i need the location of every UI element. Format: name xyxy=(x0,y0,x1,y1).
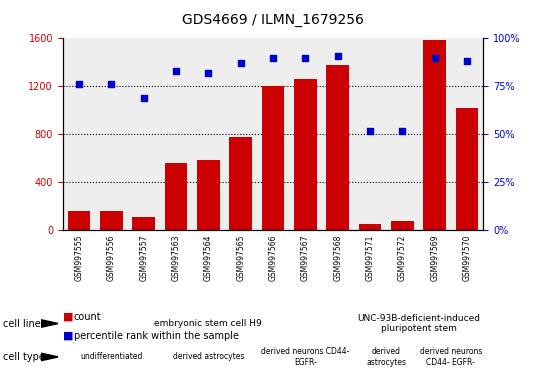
Text: derived
astrocytes: derived astrocytes xyxy=(366,347,406,367)
Bar xyxy=(423,40,446,230)
Text: UNC-93B-deficient-induced
pluripotent stem: UNC-93B-deficient-induced pluripotent st… xyxy=(357,314,480,333)
Polygon shape xyxy=(41,320,58,327)
Point xyxy=(301,55,310,61)
Point xyxy=(366,127,375,134)
Text: GSM997555: GSM997555 xyxy=(74,234,84,281)
Text: derived astrocytes: derived astrocytes xyxy=(173,353,244,361)
Text: ■: ■ xyxy=(63,312,77,322)
Bar xyxy=(165,163,187,230)
Point xyxy=(398,127,407,134)
Text: derived neurons
CD44- EGFR-: derived neurons CD44- EGFR- xyxy=(420,347,482,367)
Point xyxy=(75,81,84,88)
Point xyxy=(333,53,342,59)
Bar xyxy=(229,137,252,230)
Point xyxy=(462,58,471,65)
Text: GSM997566: GSM997566 xyxy=(269,234,277,281)
Text: GSM997565: GSM997565 xyxy=(236,234,245,281)
Polygon shape xyxy=(41,353,58,361)
Text: GSM997570: GSM997570 xyxy=(462,234,472,281)
Text: GSM997563: GSM997563 xyxy=(171,234,181,281)
Text: GSM997564: GSM997564 xyxy=(204,234,213,281)
Point xyxy=(269,55,277,61)
Bar xyxy=(327,65,349,230)
Text: cell type: cell type xyxy=(3,352,45,362)
Bar xyxy=(262,86,284,230)
Text: derived neurons CD44-
EGFR-: derived neurons CD44- EGFR- xyxy=(261,347,349,367)
Text: percentile rank within the sample: percentile rank within the sample xyxy=(74,331,239,341)
Point xyxy=(430,55,439,61)
Text: GSM997568: GSM997568 xyxy=(333,234,342,281)
Text: ■: ■ xyxy=(63,331,77,341)
Text: GSM997569: GSM997569 xyxy=(430,234,439,281)
Bar xyxy=(100,211,123,230)
Point xyxy=(139,95,148,101)
Point xyxy=(107,81,116,88)
Bar xyxy=(132,217,155,230)
Bar xyxy=(294,79,317,230)
Text: GSM997567: GSM997567 xyxy=(301,234,310,281)
Text: undifferentiated: undifferentiated xyxy=(80,353,143,361)
Text: GSM997557: GSM997557 xyxy=(139,234,148,281)
Text: cell line: cell line xyxy=(3,318,40,329)
Point xyxy=(236,60,245,66)
Text: embryonic stem cell H9: embryonic stem cell H9 xyxy=(155,319,262,328)
Text: GSM997572: GSM997572 xyxy=(398,234,407,281)
Bar xyxy=(359,224,381,230)
Text: GDS4669 / ILMN_1679256: GDS4669 / ILMN_1679256 xyxy=(182,13,364,27)
Bar xyxy=(456,108,478,230)
Point xyxy=(204,70,213,76)
Text: GSM997571: GSM997571 xyxy=(365,234,375,281)
Text: GSM997556: GSM997556 xyxy=(107,234,116,281)
Text: count: count xyxy=(74,312,102,322)
Bar xyxy=(197,160,219,230)
Point xyxy=(171,68,180,74)
Bar xyxy=(391,222,414,230)
Bar xyxy=(68,211,90,230)
